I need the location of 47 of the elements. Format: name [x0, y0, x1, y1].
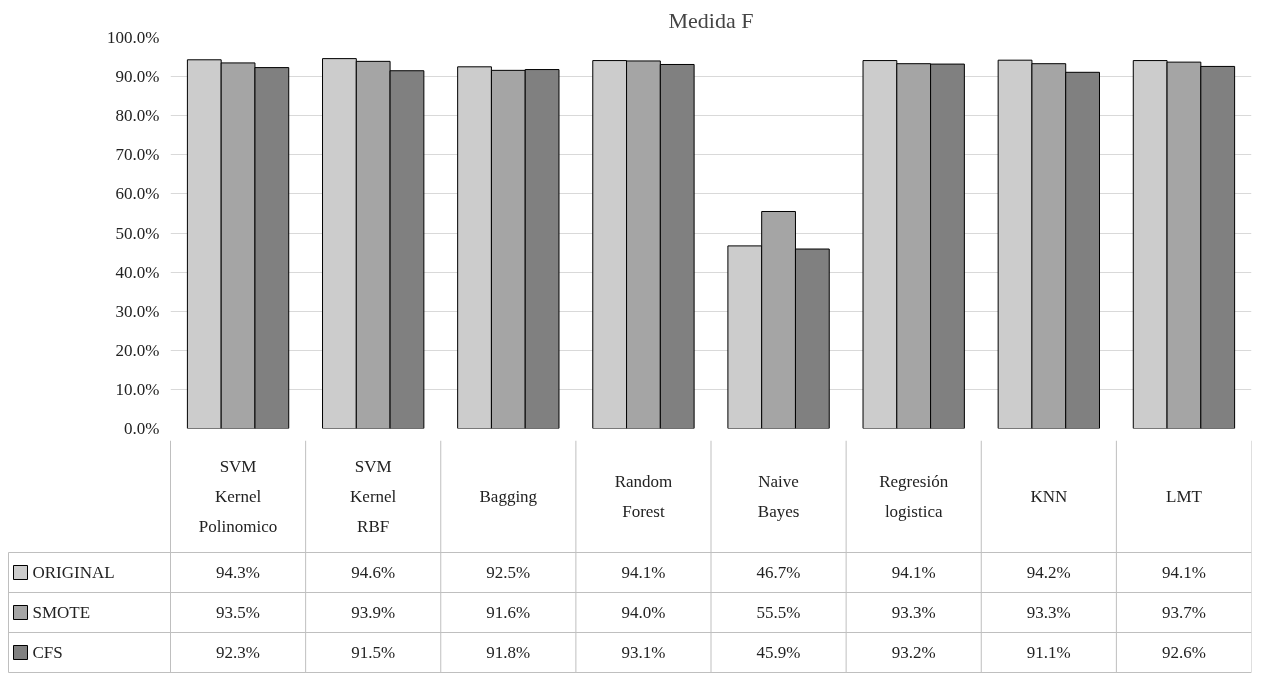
y-tick-label: 0.0%	[124, 419, 160, 438]
data-label: 93.2%	[891, 643, 936, 662]
y-tick-label: 10.0%	[115, 379, 160, 399]
data-label: 46.7%	[756, 563, 801, 582]
y-tick-label: 80.0%	[115, 106, 160, 126]
y-tick-label: 40.0%	[115, 262, 160, 282]
x-tick-label: Regresión logistica	[879, 472, 949, 521]
data-label: 91.6%	[486, 603, 531, 622]
data-label: 91.1%	[1026, 643, 1071, 662]
data-label: 94.1%	[1161, 563, 1206, 582]
data-label: 94.1%	[891, 563, 936, 582]
data-label: 94.6%	[351, 563, 396, 582]
data-label: 93.5%	[216, 603, 261, 622]
data-label: 94.2%	[1026, 563, 1071, 582]
x-tick-label: KNN	[1030, 487, 1068, 506]
data-label: 91.8%	[486, 643, 531, 662]
x-tick-label: LMT	[1166, 487, 1203, 506]
y-tick-label: 90.0%	[115, 67, 160, 87]
x-tick-label: SVM Kernel Polinomico	[198, 457, 278, 536]
y-tick-label: 60.0%	[115, 184, 160, 204]
y-tick-label: 30.0%	[115, 301, 160, 321]
data-label: 93.1%	[621, 643, 666, 662]
legend-label: SMOTE	[32, 603, 91, 622]
data-label: 93.7%	[1161, 603, 1206, 622]
data-label: 93.9%	[351, 603, 396, 622]
y-tick-label: 100.0%	[107, 28, 160, 47]
y-tick-label: 20.0%	[115, 340, 160, 360]
y-tick-label: 70.0%	[115, 145, 160, 165]
x-tick-label: Random Forest	[614, 472, 673, 521]
data-label: 94.0%	[621, 603, 666, 622]
data-label: 93.3%	[1026, 603, 1071, 622]
x-tick-label: Naive Bayes	[757, 472, 800, 521]
data-label: 94.3%	[216, 563, 261, 582]
x-tick-label: Bagging	[479, 487, 538, 506]
data-label: 92.6%	[1161, 643, 1206, 662]
chart-title: Medida F	[668, 7, 754, 33]
data-label: 92.3%	[216, 643, 261, 662]
data-label: 92.5%	[486, 563, 531, 582]
data-label: 94.1%	[621, 563, 666, 582]
y-tick-label: 50.0%	[115, 223, 160, 243]
data-label: 93.3%	[891, 603, 936, 622]
data-label: 45.9%	[756, 643, 801, 662]
legend-label: ORIGINAL	[32, 563, 115, 582]
x-tick-label: SVM Kernel RBF	[350, 457, 397, 536]
data-label: 91.5%	[351, 643, 396, 662]
data-label: 55.5%	[756, 603, 801, 622]
legend-label: CFS	[32, 643, 63, 662]
